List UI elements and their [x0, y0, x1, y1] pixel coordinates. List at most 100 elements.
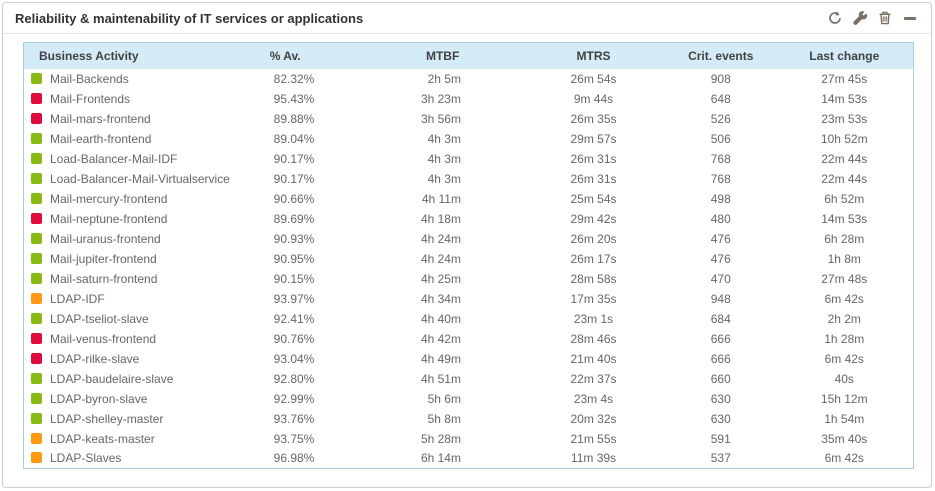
crit-events-value: 480: [710, 211, 731, 226]
table-row: Mail-mars-frontend 89.88% 3h 56m 26m 35s…: [24, 109, 914, 129]
last-change-value: 23m 53s: [821, 111, 868, 126]
table-row: Mail-Backends 82.32% 2h 5m 26m 54s 908 2…: [24, 69, 914, 89]
status-square-icon: [31, 352, 42, 364]
mtbf-value: 5h 6m: [427, 391, 461, 406]
status-square-icon: [31, 372, 42, 384]
availability-value: 90.76%: [273, 331, 315, 346]
column-header-crit-events[interactable]: Crit. events: [666, 42, 776, 69]
mtrs-value: 21m 55s: [570, 431, 617, 446]
crit-events-value: 948: [710, 291, 731, 306]
mtrs-value: 26m 35s: [570, 111, 617, 126]
last-change-value: 15h 12m: [820, 391, 868, 406]
status-square-icon: [31, 312, 42, 324]
mtbf-value: 4h 25m: [420, 271, 461, 286]
table-row: Load-Balancer-Mail-IDF 90.17% 4h 3m 26m …: [24, 149, 914, 169]
mtrs-value: 20m 32s: [570, 411, 617, 426]
column-header-business-activity[interactable]: Business Activity: [23, 42, 206, 69]
widget-titlebar: Reliability & maintenability of IT servi…: [3, 3, 931, 34]
ba-table: Business Activity % Av. MTBF MTRS Crit. …: [23, 42, 914, 469]
widget-toolbar: [828, 11, 917, 25]
availability-value: 93.04%: [273, 351, 315, 366]
column-header-last-change[interactable]: Last change: [775, 42, 914, 69]
mtbf-value: 4h 24m: [420, 251, 461, 266]
business-activity-name: Mail-saturn-frontend: [50, 271, 158, 286]
mtbf-value: 4h 3m: [427, 171, 461, 186]
wrench-icon[interactable]: [853, 11, 867, 25]
table-row: Mail-saturn-frontend 90.15% 4h 25m 28m 5…: [24, 269, 914, 289]
table-row: Mail-neptune-frontend 89.69% 4h 18m 29m …: [24, 209, 914, 229]
crit-events-value: 526: [710, 111, 731, 126]
last-change-value: 22m 44s: [821, 171, 868, 186]
last-change-value: 1h 28m: [824, 331, 865, 346]
last-change-value: 6m 42s: [824, 291, 864, 306]
crit-events-value: 506: [710, 131, 731, 146]
business-activity-name: Mail-neptune-frontend: [50, 211, 168, 226]
availability-value: 90.95%: [273, 251, 315, 266]
trash-icon[interactable]: [878, 11, 892, 25]
mtbf-value: 4h 34m: [420, 291, 461, 306]
last-change-value: 35m 40s: [821, 431, 868, 446]
status-square-icon: [31, 332, 42, 344]
business-activity-name: Mail-mars-frontend: [50, 111, 151, 126]
crit-events-value: 476: [710, 231, 731, 246]
mtbf-value: 4h 51m: [420, 371, 461, 386]
mtrs-value: 11m 39s: [570, 451, 617, 466]
crit-events-value: 648: [710, 91, 731, 106]
business-activity-name: Mail-jupiter-frontend: [50, 251, 157, 266]
crit-events-value: 476: [710, 251, 731, 266]
table-row: LDAP-rilke-slave 93.04% 4h 49m 21m 40s 6…: [24, 349, 914, 369]
status-square-icon: [31, 292, 42, 304]
table-row: Mail-uranus-frontend 90.93% 4h 24m 26m 2…: [24, 229, 914, 249]
status-square-icon: [31, 432, 42, 444]
availability-value: 90.66%: [273, 191, 315, 206]
last-change-value: 6m 42s: [824, 451, 864, 466]
table-row: LDAP-IDF 93.97% 4h 34m 17m 35s 948 6m 42…: [24, 289, 914, 309]
table-row: Mail-jupiter-frontend 90.95% 4h 24m 26m …: [24, 249, 914, 269]
availability-value: 89.88%: [273, 111, 315, 126]
mtrs-value: 17m 35s: [570, 291, 617, 306]
status-square-icon: [31, 152, 42, 164]
status-square-icon: [31, 172, 42, 184]
mtbf-value: 4h 3m: [427, 131, 461, 146]
mtrs-value: 26m 31s: [570, 151, 617, 166]
crit-events-value: 666: [710, 331, 731, 346]
mtbf-value: 4h 3m: [427, 151, 461, 166]
mtrs-value: 23m 1s: [573, 311, 614, 326]
mtrs-value: 28m 58s: [570, 271, 617, 286]
availability-value: 89.69%: [273, 211, 315, 226]
status-square-icon: [31, 252, 42, 264]
minimize-icon[interactable]: [903, 11, 917, 25]
last-change-value: 27m 48s: [821, 271, 868, 286]
mtbf-value: 6h 14m: [420, 451, 461, 466]
last-change-value: 1h 54m: [824, 411, 865, 426]
status-square-icon: [31, 272, 42, 284]
table-row: LDAP-keats-master 93.75% 5h 28m 21m 55s …: [24, 429, 914, 449]
mtrs-value: 9m 44s: [573, 91, 614, 106]
mtrs-value: 23m 4s: [573, 391, 614, 406]
table-row: LDAP-tseliot-slave 92.41% 4h 40m 23m 1s …: [24, 309, 914, 329]
ba-table-container: Business Activity % Av. MTBF MTRS Crit. …: [23, 42, 914, 469]
mtrs-value: 29m 57s: [570, 131, 617, 146]
column-header-mtbf[interactable]: MTBF: [364, 42, 521, 69]
last-change-value: 1h 8m: [827, 251, 861, 266]
mtbf-value: 2h 5m: [427, 71, 461, 86]
column-header-availability[interactable]: % Av.: [205, 42, 365, 69]
mtbf-value: 4h 40m: [420, 311, 461, 326]
table-row: LDAP-shelley-master 93.76% 5h 8m 20m 32s…: [24, 409, 914, 429]
status-square-icon: [31, 192, 42, 204]
refresh-icon[interactable]: [828, 11, 842, 25]
mtrs-value: 25m 54s: [570, 191, 617, 206]
crit-events-value: 591: [710, 431, 731, 446]
crit-events-value: 908: [710, 71, 731, 86]
business-activity-name: LDAP-keats-master: [50, 431, 155, 446]
column-header-mtrs[interactable]: MTRS: [520, 42, 667, 69]
status-square-icon: [31, 132, 42, 144]
availability-value: 82.32%: [273, 71, 315, 86]
business-activity-name: LDAP-IDF: [50, 291, 105, 306]
availability-value: 89.04%: [273, 131, 315, 146]
table-header-row: Business Activity % Av. MTBF MTRS Crit. …: [23, 42, 914, 69]
last-change-value: 6h 28m: [824, 231, 865, 246]
mtrs-value: 29m 42s: [570, 211, 617, 226]
table-row: Load-Balancer-Mail-Virtualservice 90.17%…: [24, 169, 914, 189]
business-activity-name: Mail-venus-frontend: [50, 331, 157, 346]
